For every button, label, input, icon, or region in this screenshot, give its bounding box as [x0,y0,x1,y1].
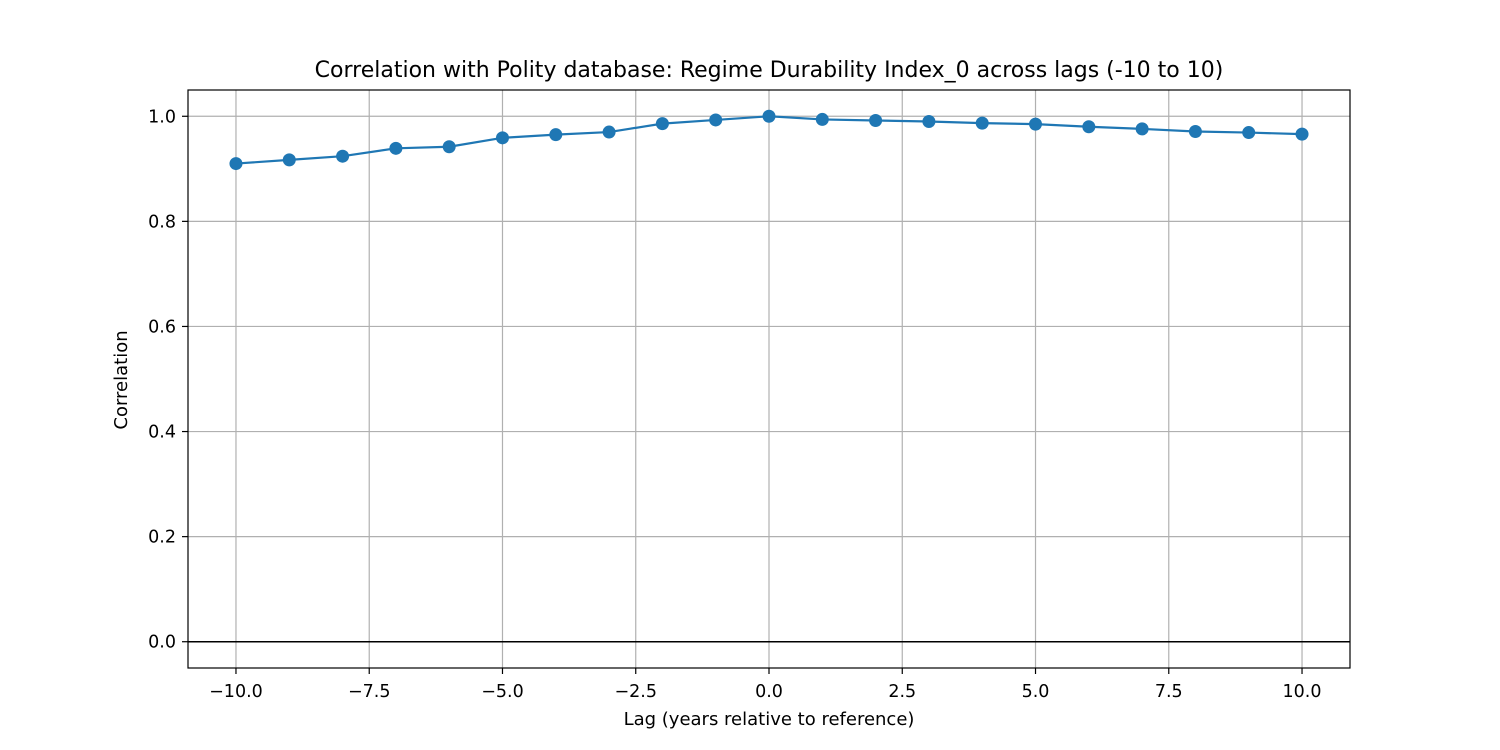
y-tick-label: 0.0 [148,633,176,653]
data-point [549,128,563,142]
data-point [1188,125,1202,139]
data-point [762,109,776,123]
data-point [815,112,829,126]
y-tick-label: 0.6 [148,317,176,337]
x-tick-label: 0.0 [755,682,783,702]
data-point [922,115,936,129]
y-axis-ticks: 0.0 0.2 0.4 0.6 0.8 1.0 [148,107,188,653]
y-axis-label: Correlation [111,330,132,429]
x-tick-label: 10.0 [1283,682,1322,702]
data-point [389,141,403,155]
y-tick-label: 0.8 [148,212,176,232]
data-point [442,140,456,154]
data-point [709,113,723,127]
data-point [655,117,669,131]
y-tick-label: 1.0 [148,107,176,127]
data-point [1082,120,1096,134]
data-point [1029,117,1043,131]
x-tick-label: −5.0 [481,682,524,702]
x-tick-label: 2.5 [888,682,916,702]
y-tick-label: 0.4 [148,423,176,443]
x-axis-label: Lag (years relative to reference) [624,709,915,730]
x-tick-label: −7.5 [348,682,391,702]
data-point [229,157,243,171]
x-axis-ticks: −10.0 −7.5 −5.0 −2.5 0.0 2.5 5.0 7.5 10.0 [209,668,1322,702]
data-point [1135,122,1149,136]
chart-title: Correlation with Polity database: Regime… [315,58,1224,83]
data-point [1242,126,1256,140]
data-point [282,153,296,167]
data-point [602,125,616,139]
data-point [336,149,350,163]
data-point [869,113,883,127]
data-point [1295,127,1309,141]
x-tick-label: −10.0 [209,682,263,702]
x-tick-label: 5.0 [1022,682,1050,702]
data-point [495,131,509,145]
data-point [975,116,989,130]
x-tick-label: −2.5 [614,682,657,702]
x-tick-label: 7.5 [1155,682,1183,702]
series-layer [229,109,1309,171]
y-tick-label: 0.2 [148,528,176,548]
